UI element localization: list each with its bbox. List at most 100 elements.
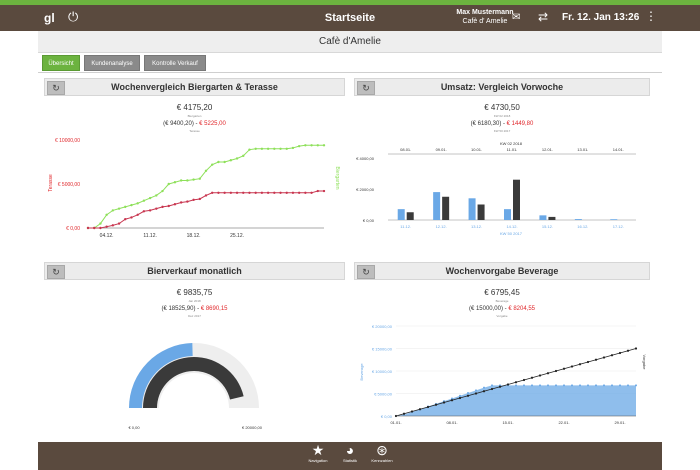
y-tick-label: € 4000,00 [356, 156, 375, 161]
panel-value-sublabel: KW 02 2018 [493, 114, 511, 118]
bar-kw50 [397, 209, 405, 220]
nav-statistik[interactable]: ◕ Statistik [332, 443, 368, 469]
panel-value: € 9835,75 [176, 288, 213, 297]
series-point-beverage [451, 397, 453, 400]
bar-kw02 [513, 179, 520, 220]
nav-navigation[interactable]: ★ Navigation [300, 443, 336, 469]
refresh-icon: ↻ [362, 83, 370, 93]
series-point [111, 224, 115, 227]
refresh-icon: ↻ [52, 83, 60, 93]
series-point-beverage [635, 384, 637, 387]
comparison-base: (€ 9400,20) - [163, 121, 198, 127]
series-point [310, 144, 313, 147]
series-point [266, 191, 270, 194]
series-point [316, 189, 319, 193]
panel-comparison: (€ 15000,00) - € 8204,55 [354, 306, 650, 312]
series-point [211, 163, 214, 166]
x-tick-label: 22.01. [558, 420, 569, 425]
series-point [124, 218, 127, 221]
x-tick-label: 01.01. [390, 420, 401, 425]
series-point [130, 203, 133, 207]
tab-divider [38, 72, 662, 73]
bar-kw02 [406, 212, 414, 220]
panel-wochenvorgabe: ↻ Wochenvorgabe Beverage € 6795,45 Bever… [354, 262, 650, 437]
more-menu-icon[interactable]: ⋮ [645, 9, 657, 23]
line-chart-wochenvergleich: € 0,00 € 5000,00 € 10000,00 04.12. 11.12. 18.… [48, 138, 340, 239]
comparison-diff: € 5225,00 [199, 121, 226, 127]
refresh-button[interactable]: ↻ [357, 265, 375, 279]
comparison-base: (€ 18525,90) - [161, 306, 200, 312]
bar-kw50 [574, 219, 582, 220]
series-point-beverage [483, 386, 485, 389]
y-tick-label: € 10000,00 [55, 138, 80, 144]
mail-icon[interactable]: ✉ [512, 12, 521, 23]
refresh-button[interactable]: ↻ [47, 81, 65, 95]
y-tick-label: € 5000,00 [374, 392, 393, 397]
series-point [192, 198, 195, 202]
x-tick-label: 11.12. [143, 233, 157, 239]
x-tick-label: 25.12. [230, 233, 244, 239]
network-icon: ⊛ [376, 442, 388, 458]
series-point-vorgabe [442, 401, 446, 404]
refresh-button[interactable]: ↻ [47, 265, 65, 279]
series-point-vorgabe [490, 387, 494, 391]
gauge-arc-dez [143, 357, 244, 408]
swap-icon[interactable]: ⇄ [538, 10, 549, 24]
bar-kw50 [504, 209, 511, 220]
series-point [223, 160, 226, 164]
panel-wochenvergleich: ↻ Wochenvergleich Biergarten & Terasse €… [44, 78, 345, 254]
series-point [260, 147, 264, 150]
panel-bierverkauf: ↻ Bierverkauf monatlich € 9835,75 Jan 20… [44, 262, 345, 437]
comparison-base: (€ 15000,00) - [468, 306, 507, 312]
y-tick-label: € 0,00 [381, 414, 393, 419]
power-icon[interactable]: ⏻ [68, 9, 79, 24]
top-bar: gl ⏻ Startseite Max Mustermann Cafè d' A… [0, 5, 700, 31]
bar-kw02 [442, 196, 450, 220]
bar-chart-umsatz: € 0,00 € 2000,00 € 4000,00 KW 02 2018 08.01.… [356, 141, 636, 236]
comparison-base: (€ 6180,30) - [470, 121, 505, 127]
series-point-vorgabe [514, 381, 518, 384]
series-point [86, 226, 90, 230]
series-point-vorgabe [466, 394, 470, 397]
comparison-sublabel: KW 50 2017 [493, 129, 511, 133]
series-point-beverage [611, 384, 613, 387]
series-point [273, 191, 276, 194]
series-point [310, 191, 313, 194]
user-info[interactable]: Max Mustermann Cafè d' Amelie [440, 8, 530, 26]
series-point [260, 191, 264, 194]
x-tick-label: 04.12. [100, 233, 114, 239]
series-point [93, 226, 96, 230]
series-point-vorgabe [618, 351, 622, 355]
series-point [142, 210, 146, 213]
series-point [148, 196, 152, 200]
series-point-vorgabe [570, 365, 574, 368]
tab-kundenanalyse[interactable]: Kundenanalyse [84, 55, 140, 71]
series-point [242, 154, 245, 158]
series-point-beverage [603, 384, 605, 387]
tab-kontrolle-verkauf[interactable]: Kontrolle Verkauf [144, 55, 206, 71]
y-tick-label: € 10000,00 [372, 369, 393, 374]
x-tick-label-bottom: 11.12. [400, 224, 411, 229]
series-point-beverage [587, 384, 589, 387]
series-point-beverage [539, 384, 541, 387]
series-point-vorgabe [578, 363, 582, 366]
series-point [117, 207, 121, 210]
series-point [186, 179, 189, 182]
bar-kw50 [539, 215, 547, 220]
tab-uebersicht[interactable]: Übersicht [42, 55, 80, 71]
comparison-diff: € 1449,80 [506, 121, 534, 127]
y-tick-label: € 5000,00 [58, 182, 80, 188]
pie-chart-icon: ◕ [345, 442, 355, 458]
x-tick-label-top: 09.01. [436, 147, 447, 152]
series-point-vorgabe [506, 383, 510, 386]
date-time: Fr. 12. Jan 13:26 [562, 12, 640, 23]
series-point [204, 194, 208, 197]
series-point [192, 178, 195, 181]
series-point [198, 177, 201, 180]
bar-kw50 [468, 198, 476, 220]
nav-kennzahlen[interactable]: ⊛ Kennzahlen [364, 443, 400, 469]
series-point-vorgabe [530, 376, 534, 379]
refresh-button[interactable]: ↻ [357, 81, 375, 95]
series-point [161, 205, 164, 209]
panel-value: € 6795,45 [484, 288, 520, 297]
